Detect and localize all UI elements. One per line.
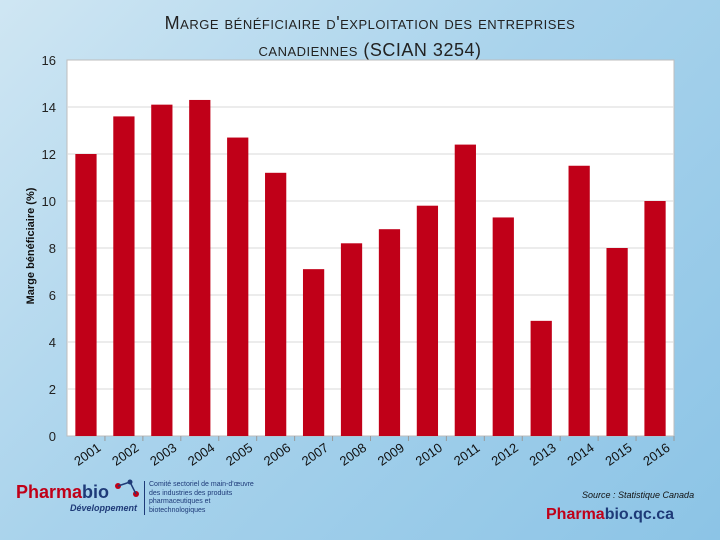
x-tick-label: 2015 [602, 440, 634, 469]
y-axis-label: Marge bénéficiaire (%) [25, 187, 37, 304]
bar-2010 [416, 205, 439, 436]
x-tick-label: 2004 [185, 440, 217, 469]
website-part2: bio.qc.ca [604, 506, 675, 523]
bar-2007 [302, 269, 325, 436]
x-tick-labels: 2001 2002 2003 2004 2005 2006 2007 2008 2009 2010… [71, 436, 675, 469]
bar-2015 [606, 248, 628, 436]
x-tick-label: 2012 [489, 440, 521, 469]
bar-2002 [113, 116, 135, 437]
y-tick-label: 14 [42, 100, 56, 115]
y-tick-label: 8 [49, 241, 56, 256]
x-tick-label: 2005 [223, 440, 255, 469]
bar-2013 [530, 320, 552, 436]
x-tick-label: 2003 [147, 440, 179, 469]
bar-2006 [265, 172, 287, 437]
y-tick-label: 12 [42, 147, 56, 162]
y-tick-label: 16 [42, 53, 56, 68]
bar-2011 [454, 144, 476, 436]
pharmabio-logo: Pharmabio Développement Comité sectoriel… [12, 478, 262, 522]
x-tick-label: 2002 [109, 440, 141, 469]
bar-2004 [189, 99, 211, 436]
bar-2009 [378, 229, 401, 436]
bar-2008 [340, 243, 363, 436]
x-tick-label: 2016 [640, 440, 672, 469]
x-tick-label: 2007 [299, 440, 331, 469]
x-tick-label: 2006 [261, 440, 293, 469]
logo-word-part1: Pharma [16, 482, 83, 502]
x-tick-label: 2009 [375, 440, 407, 469]
x-tick-label: 2010 [413, 440, 445, 469]
x-tick-label: 2013 [526, 440, 558, 469]
logo-subtitle: Développement [70, 503, 138, 513]
website-link[interactable]: Pharmabio.qc.ca [546, 506, 674, 524]
x-tick-label: 2001 [71, 440, 103, 469]
y-tick-label: 10 [42, 194, 56, 209]
logo-tagline: Comité sectoriel de main-d'œuvre des ind… [144, 481, 267, 515]
x-tick-label: 2011 [451, 440, 483, 468]
bar-2016 [644, 201, 666, 436]
chart-title: Marge bénéficiaire d'exploitation des en… [60, 10, 680, 64]
bar-2003 [151, 104, 173, 437]
bar-2014 [568, 165, 590, 436]
bar-2001 [75, 154, 97, 436]
molecule-icon [115, 479, 139, 497]
y-tick-label: 4 [49, 335, 56, 350]
bar-2005 [227, 137, 249, 437]
source-note: Source : Statistique Canada [582, 490, 695, 500]
logo-wordmark: Pharmabio [16, 482, 109, 503]
x-tick-label: 2014 [564, 440, 596, 469]
chart-title-line2: canadiennes (SCIAN 3254) [258, 40, 482, 60]
chart-title-line1: Marge bénéficiaire d'exploitation des en… [164, 13, 576, 33]
y-tick-labels: 0 2 4 6 8 10 12 14 16 [42, 53, 56, 444]
website-part1: Pharma [546, 506, 605, 523]
logo-word-part2: bio [82, 482, 110, 502]
y-tick-label: 0 [49, 429, 56, 444]
x-tick-label: 2008 [337, 440, 369, 469]
bar-2012 [492, 217, 514, 436]
bars [75, 99, 666, 437]
y-tick-label: 2 [49, 382, 56, 397]
y-tick-label: 6 [49, 288, 56, 303]
